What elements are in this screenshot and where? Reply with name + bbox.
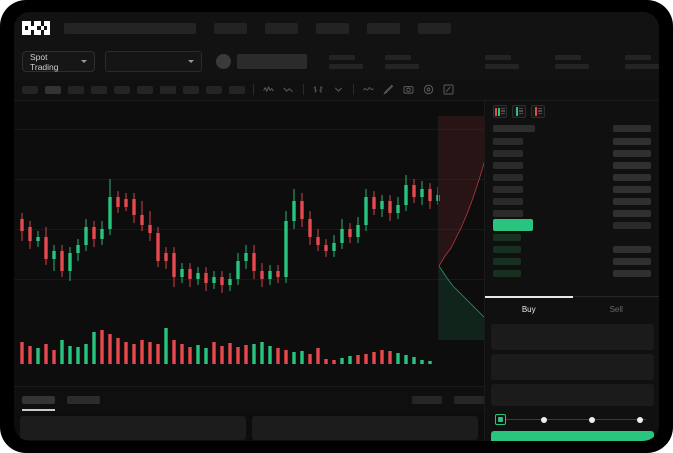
app-screen: Spot Trading xyxy=(14,12,659,441)
orderbook-bid-row[interactable] xyxy=(493,256,651,266)
orderbook-asks-icon[interactable] xyxy=(531,105,545,118)
timeframe-button-8[interactable] xyxy=(183,85,199,94)
chart-gridline xyxy=(14,179,484,180)
orders-tab-bar xyxy=(14,386,484,412)
orderbook-bids-icon[interactable] xyxy=(512,105,526,118)
chart-type-dropdown-icon[interactable] xyxy=(332,83,345,96)
chart-gridline xyxy=(14,279,484,280)
line-chart-icon[interactable] xyxy=(282,83,295,96)
chart-settings-icon[interactable] xyxy=(422,83,435,96)
orderbook-sidebar: Buy Sell xyxy=(484,101,659,441)
candlestick-series xyxy=(20,175,440,293)
tab-open-orders[interactable] xyxy=(22,395,55,411)
market-depth-overlay xyxy=(438,116,490,340)
orderbook-ask-row[interactable] xyxy=(493,184,651,194)
candlestick-chart-icon[interactable] xyxy=(262,83,275,96)
toolbar-divider xyxy=(353,84,354,95)
orderbook-column-headers xyxy=(493,125,651,132)
order-form-fields xyxy=(485,324,659,410)
orderbook-ask-row[interactable] xyxy=(493,208,651,218)
order-total-field[interactable] xyxy=(491,384,654,406)
timeframe-button-2[interactable] xyxy=(45,85,61,94)
indicator-icon[interactable] xyxy=(362,83,375,96)
nav-item-2[interactable] xyxy=(265,22,298,34)
timeframe-button-7[interactable] xyxy=(160,85,176,94)
slider-track xyxy=(499,419,646,420)
tab-order-history[interactable] xyxy=(67,395,100,404)
chevron-down-icon xyxy=(81,60,88,63)
timeframe-button-4[interactable] xyxy=(91,85,107,94)
tab-buy-label: Buy xyxy=(521,305,536,314)
drawing-tools-icon[interactable] xyxy=(382,83,395,96)
bottom-panel-row xyxy=(14,412,484,441)
fullscreen-icon[interactable] xyxy=(442,83,455,96)
top-navigation-bar xyxy=(14,12,659,44)
tab-action-2[interactable] xyxy=(454,395,484,404)
snapshot-camera-icon[interactable] xyxy=(402,83,415,96)
price-chart[interactable] xyxy=(14,101,484,386)
orderbook-ask-row[interactable] xyxy=(493,172,651,182)
order-amount-field[interactable] xyxy=(491,354,654,380)
pair-coin-avatar xyxy=(216,54,231,69)
orderbook-ask-row[interactable] xyxy=(493,160,651,170)
timeframe-button-6[interactable] xyxy=(137,85,153,94)
market-stat-3 xyxy=(485,54,519,69)
depth-area-chart xyxy=(439,116,490,340)
trading-mode-label: Spot Trading xyxy=(30,51,59,72)
tab-action-1[interactable] xyxy=(412,395,442,404)
timeframe-button-10[interactable] xyxy=(229,85,245,94)
order-price-field[interactable] xyxy=(491,324,654,350)
orderbook-both-icon[interactable] xyxy=(493,105,507,118)
market-info-bar: Spot Trading xyxy=(14,44,659,79)
timeframe-button-5[interactable] xyxy=(114,85,130,94)
slider-step-2[interactable] xyxy=(589,416,595,423)
orderbook-bid-row[interactable] xyxy=(493,244,651,254)
order-side-tabs: Buy Sell xyxy=(485,295,660,322)
orderbook-ask-row[interactable] xyxy=(493,196,651,206)
orderbook-bid-row[interactable] xyxy=(493,268,651,278)
orderbook-mode-toggle-group xyxy=(485,101,659,123)
tab-sell-label: Sell xyxy=(609,305,623,314)
slider-step-3[interactable] xyxy=(637,416,643,423)
timeframe-button-3[interactable] xyxy=(68,85,84,94)
bottom-panel-2[interactable] xyxy=(252,416,478,440)
orderbook-last-price-row[interactable] xyxy=(493,219,651,231)
trading-mode-selector[interactable]: Spot Trading xyxy=(22,51,96,72)
market-stat-4 xyxy=(555,54,589,69)
orderbook-table[interactable] xyxy=(485,123,659,278)
market-stat-2 xyxy=(385,54,419,69)
chart-gridline xyxy=(14,229,484,230)
nav-search-field[interactable] xyxy=(64,22,196,34)
timeframe-button-9[interactable] xyxy=(206,85,222,94)
timeframe-button-1[interactable] xyxy=(22,85,38,94)
nav-item-5[interactable] xyxy=(418,22,451,34)
nav-item-3[interactable] xyxy=(316,22,349,34)
orderbook-ask-row[interactable] xyxy=(493,136,651,146)
tab-sell[interactable]: Sell xyxy=(573,297,660,322)
last-price-value xyxy=(237,54,307,69)
chart-gridline xyxy=(14,129,484,130)
orderbook-bid-row[interactable] xyxy=(493,232,651,242)
submit-buy-button[interactable] xyxy=(491,431,654,441)
slider-step-0-active[interactable] xyxy=(495,414,506,425)
toolbar-divider xyxy=(253,84,254,95)
okx-logo-icon[interactable] xyxy=(22,21,50,35)
nav-item-4[interactable] xyxy=(367,22,400,34)
orderbook-ask-row[interactable] xyxy=(493,148,651,158)
trading-pair-select[interactable] xyxy=(105,51,202,72)
bottom-panel-1[interactable] xyxy=(20,416,246,440)
toolbar-divider xyxy=(303,84,304,95)
tab-buy[interactable]: Buy xyxy=(485,295,573,322)
market-stat-1 xyxy=(329,54,363,69)
market-stat-5 xyxy=(625,54,659,69)
chart-toolbar xyxy=(14,79,659,101)
order-amount-slider[interactable] xyxy=(495,414,650,426)
nav-item-1[interactable] xyxy=(214,22,247,34)
volume-histogram xyxy=(20,328,432,364)
slider-step-1[interactable] xyxy=(541,416,547,423)
bar-chart-icon[interactable] xyxy=(312,83,325,96)
chevron-down-icon xyxy=(188,60,194,63)
